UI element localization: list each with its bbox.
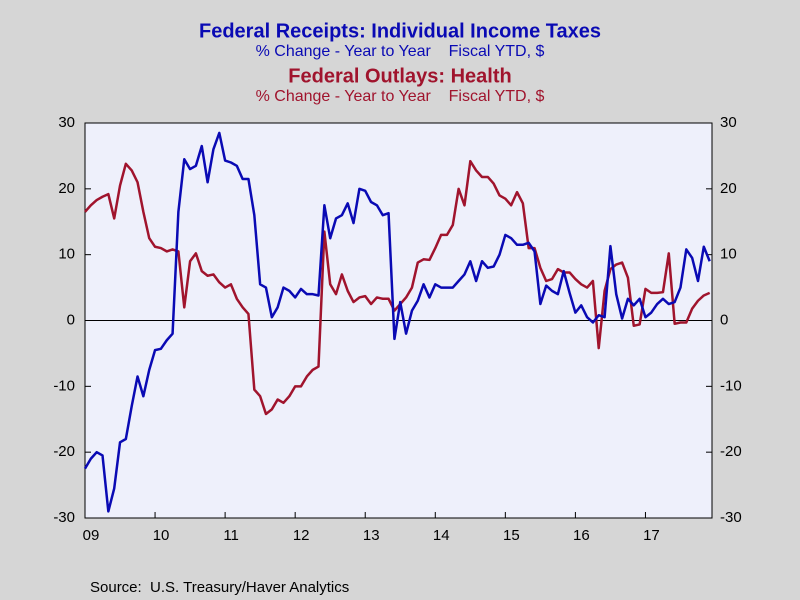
y-tick-label: -30	[53, 509, 75, 526]
series-subtitle: % Change - Year to Year Fiscal YTD, $	[256, 43, 545, 60]
series-title: Federal Outlays: Health	[288, 65, 511, 87]
series-line	[84, 159, 711, 416]
y-tick-label: 20	[58, 180, 75, 197]
x-tick-label: 14	[433, 527, 450, 544]
x-tick-label: 15	[503, 527, 520, 544]
y-tick-label: 10	[58, 246, 75, 263]
x-tick-label: 11	[223, 527, 239, 544]
y2-tick-label: 10	[720, 246, 737, 263]
y2-tick-label: 30	[720, 114, 737, 131]
y2-tick-label: -30	[720, 509, 742, 526]
y2-tick-label: -10	[720, 377, 742, 394]
y-tick-label: 0	[67, 311, 75, 328]
series-line	[83, 131, 711, 513]
y-tick-label: -20	[53, 443, 75, 460]
x-tick-label: 12	[293, 527, 310, 544]
x-tick-label: 09	[83, 527, 100, 544]
y2-tick-label: 20	[720, 180, 737, 197]
source: Source: U.S. Treasury/Haver Analytics	[90, 579, 349, 596]
y2-tick-label: 0	[720, 311, 728, 328]
x-tick-label: 10	[153, 527, 170, 544]
x-tick-label: 16	[573, 527, 590, 544]
series-subtitle: % Change - Year to Year Fiscal YTD, $	[256, 88, 545, 105]
y-tick-label: -10	[53, 377, 75, 394]
y2-tick-label: -20	[720, 443, 742, 460]
series-title: Federal Receipts: Individual Income Taxe…	[199, 20, 601, 42]
x-tick-label: 17	[643, 527, 660, 544]
y-tick-label: 30	[58, 114, 75, 131]
x-tick-label: 13	[363, 527, 380, 544]
